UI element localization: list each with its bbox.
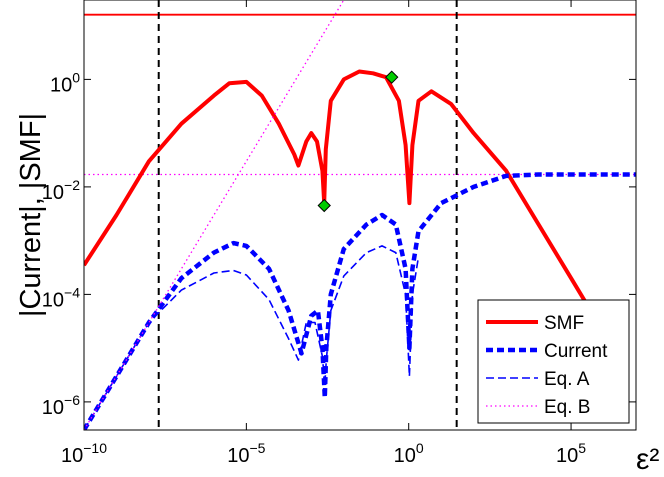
diamond-marker-1 — [385, 70, 399, 84]
legend-label: Current — [544, 341, 608, 362]
series-line-current — [84, 172, 636, 430]
x-tick-label-2: 100 — [394, 440, 424, 467]
marker-layer — [317, 70, 399, 213]
y-axis-label: |Current|, |SMF| — [15, 113, 47, 317]
reference-lines — [84, 0, 636, 430]
series-layer — [84, 0, 636, 430]
y-tick-label-3: 100 — [50, 69, 80, 96]
legend-label: SMF — [544, 313, 584, 334]
y-tick-label-1: 10−4 — [42, 284, 80, 311]
series-line-eq-a — [84, 245, 420, 430]
y-tick-label-2: 10−2 — [42, 177, 80, 204]
legend-label: Eq. B — [544, 397, 590, 418]
series-line-smf — [84, 69, 621, 362]
axis-ticks: 10−10 10−5 100 105 10−6 10−4 10−2 100 — [42, 0, 636, 467]
y-tick-label-0: 10−6 — [42, 392, 80, 419]
x-axis-label: ε² — [636, 443, 659, 476]
x-tick-label-1: 10−5 — [227, 440, 265, 467]
plot-frame — [83, 0, 637, 431]
legend: SMF Current Eq. A Eq. B — [477, 299, 630, 424]
x-tick-label-0: 10−10 — [61, 440, 107, 467]
diamond-marker-0 — [317, 198, 331, 213]
series-line-eq-b — [84, 0, 345, 430]
x-tick-label-3: 105 — [556, 440, 586, 467]
legend-label: Eq. A — [544, 369, 590, 390]
